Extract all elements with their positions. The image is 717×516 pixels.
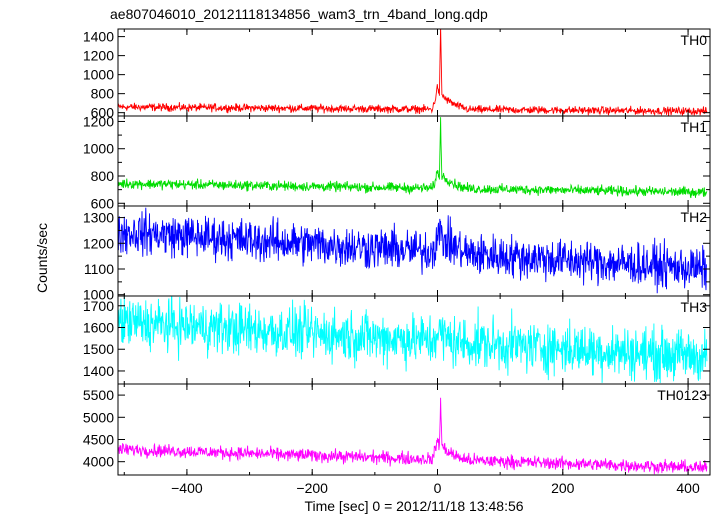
y-tick-label: 600: [91, 105, 115, 121]
panel-th0: 600 800 1000 1200 1400 TH0: [83, 28, 711, 121]
y-tick-label: 5500: [83, 387, 114, 403]
series-line-th0123: [118, 397, 708, 475]
series-line-th2: [118, 207, 708, 294]
y-tick-label: 5000: [83, 409, 114, 425]
series-line-th0: [118, 29, 708, 116]
panel-label: TH0: [681, 32, 708, 48]
y-tick-label: 1100: [84, 261, 114, 277]
y-tick-label: 800: [91, 86, 115, 102]
y-tick-label: 1600: [83, 320, 114, 336]
y-tick-label: 4500: [83, 431, 114, 447]
x-axis-label: Time [sec] 0 = 2012/11/18 13:48:56: [304, 498, 523, 514]
panel-label: TH2: [681, 209, 708, 225]
x-tick-label: 0: [434, 480, 442, 496]
x-tick-label: −400: [171, 480, 203, 496]
y-tick-label: 1400: [83, 363, 114, 379]
y-tick-label: 1700: [83, 298, 114, 314]
panel-label: TH0123: [657, 387, 707, 403]
y-tick-label: 1000: [83, 287, 114, 303]
panel-th3: 1400 1500 1600 1700 TH3: [83, 295, 711, 385]
y-tick-label: 800: [91, 168, 115, 184]
y-tick-label: 1400: [83, 29, 114, 45]
y-tick-label: 1200: [83, 48, 114, 64]
panel-th2: 1000 1100 1200 1300 TH2: [83, 205, 711, 303]
panel-th0123: 4000 4500 5000 5500 TH0123: [83, 383, 711, 476]
y-tick-label: 1000: [83, 141, 114, 157]
y-tick-label: 4000: [83, 454, 114, 470]
y-axis-label: Counts/sec: [34, 223, 50, 293]
y-tick-label: 1200: [83, 235, 114, 251]
series-line-th3: [118, 296, 708, 384]
chart-title: ae807046010_20121118134856_wam3_trn_4ban…: [110, 6, 488, 22]
y-tick-label: 1500: [83, 341, 114, 357]
y-tick-label: 600: [91, 195, 115, 211]
panels-group: 600 800 1000 1200 1400 TH0 600 800 1000 1200 TH1 10…: [83, 28, 711, 496]
x-tick-label: 400: [676, 480, 700, 496]
panel-frame: [117, 28, 711, 117]
panel-frame: [117, 383, 711, 476]
y-tick-label: 1200: [83, 113, 114, 129]
y-tick-label: 1300: [83, 210, 114, 226]
panel-th1: 600 800 1000 1200 TH1: [83, 113, 711, 211]
x-tick-label: −200: [296, 480, 328, 496]
panel-label: TH3: [681, 299, 708, 315]
series-line-th1: [118, 117, 708, 199]
y-tick-label: 1000: [83, 67, 114, 83]
x-tick-label: 200: [551, 480, 575, 496]
panel-label: TH1: [681, 119, 708, 135]
